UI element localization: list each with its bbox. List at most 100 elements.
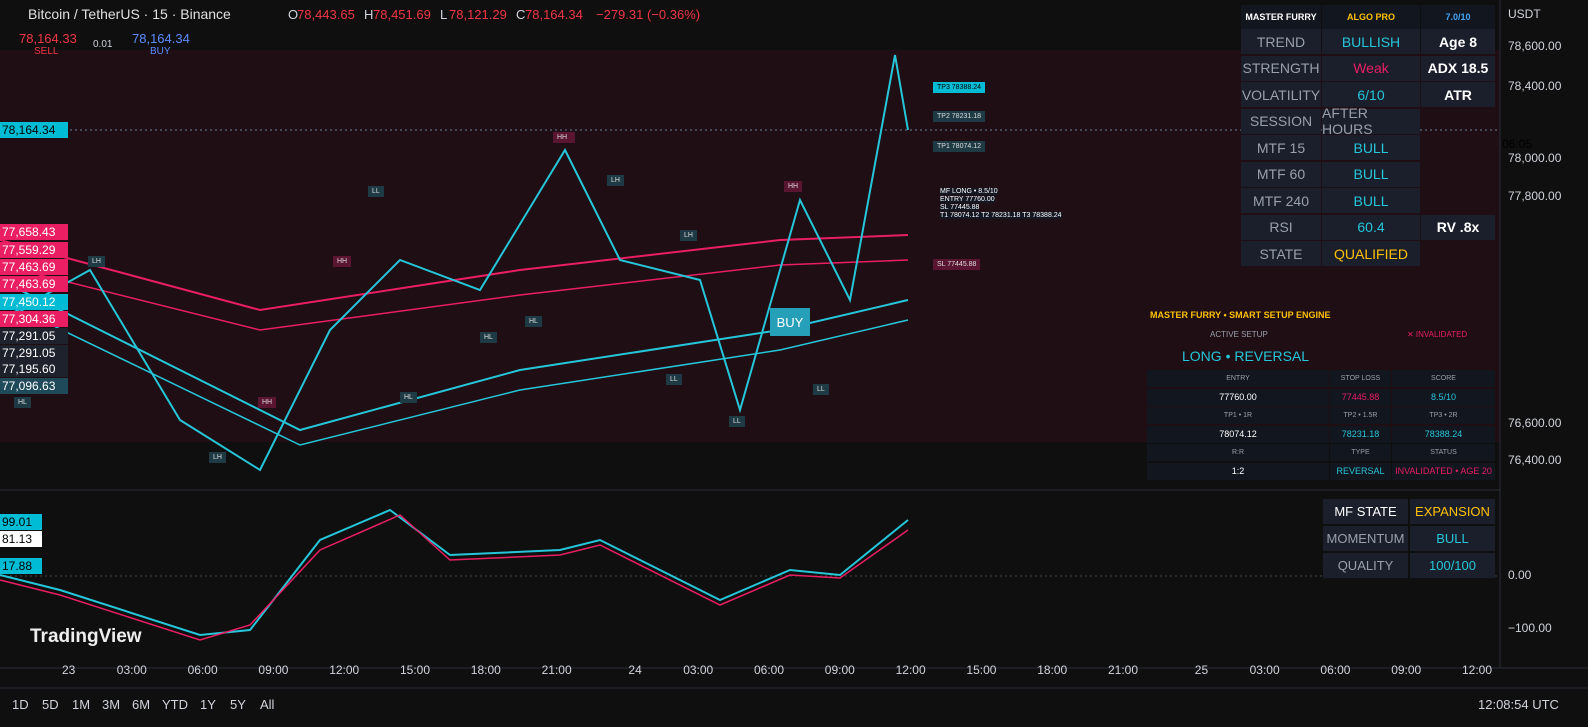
setup-cell: STOP LOSS [1330, 370, 1391, 387]
time-tick: 12:00 [895, 663, 926, 677]
mf-cell: BULL [1410, 526, 1495, 551]
dashboard-cell: BULL [1322, 135, 1420, 160]
target-label: TP3 78388.24 [933, 82, 985, 93]
price-badge: 77,096.63 [0, 378, 68, 394]
dashboard-cell: Weak [1322, 55, 1420, 81]
time-tick: 09:00 [824, 663, 855, 677]
time-tick: 18:00 [1037, 663, 1068, 677]
swing-label: LL [813, 384, 829, 395]
sell-price: 78,164.33 [19, 31, 77, 46]
price-badge: 77,559.29 [0, 242, 68, 258]
dashboard-cell: AFTER HOURS [1322, 105, 1420, 137]
price-tick: 78,400.00 [1508, 79, 1562, 93]
dashboard-cell: STATE [1241, 241, 1321, 266]
price-badge: 77,195.60 [0, 361, 68, 377]
ohlc-value: 78,164.34 [525, 7, 583, 22]
range-button[interactable]: 5D [42, 697, 59, 712]
price-badge: 77,463.69 [0, 276, 68, 292]
range-button[interactable]: 5Y [230, 697, 246, 712]
dashboard-cell: MTF 60 [1241, 161, 1321, 187]
range-button[interactable]: YTD [162, 697, 188, 712]
dashboard-cell: QUALIFIED [1322, 241, 1420, 266]
symbol: Bitcoin / TetherUS · 15 · Binance [28, 6, 231, 22]
time-tick: 23 [62, 663, 76, 677]
oscillator [0, 514, 909, 641]
time-tick: 24 [628, 663, 642, 677]
price-tick: 78,600.00 [1508, 39, 1562, 53]
band [0, 299, 909, 446]
setup-cell: TP1 • 1R [1147, 407, 1329, 424]
time-tick: 12:00 [329, 663, 360, 677]
time-tick: 21:00 [541, 663, 572, 677]
range-button[interactable]: 1Y [200, 697, 216, 712]
dashboard-cell: MTF 15 [1241, 135, 1321, 160]
swing-label: HL [400, 392, 417, 403]
mf-cell: EXPANSION [1410, 499, 1495, 524]
dashboard-cell: BULL [1322, 161, 1420, 187]
setup-title: MASTER FURRY • SMART SETUP ENGINE [1150, 310, 1331, 320]
indicator-badge: 17.88 [0, 558, 42, 574]
indicator-badge: 99.01 [0, 514, 42, 530]
mf-cell: MF STATE [1323, 499, 1408, 524]
price-tick: 78,000.00 [1508, 151, 1562, 165]
mf-cell: MOMENTUM [1323, 526, 1408, 551]
price-badge: 77,304.36 [0, 311, 68, 327]
swing-label: HH [784, 181, 803, 192]
target-label: TP2 78231.18 [933, 111, 985, 122]
dashboard-header: 7.0/10 [1421, 5, 1495, 29]
buy-price: 78,164.34 [132, 31, 190, 46]
mf-cell: QUALITY [1323, 553, 1408, 578]
setup-cell: 78388.24 [1392, 425, 1495, 443]
ohlc-value: 78,443.65 [297, 7, 355, 22]
price-tick: 77,800.00 [1508, 189, 1562, 203]
signal-text: T1 78074.12 T2 78231.18 T3 78388.24 [940, 212, 1062, 219]
oscillator [0, 508, 909, 637]
dashboard-cell: SESSION [1241, 108, 1321, 134]
price-badge: 77,450.12 [0, 294, 68, 310]
range-button[interactable]: 1D [12, 697, 29, 712]
range-button[interactable]: 6M [132, 697, 151, 712]
swing-label: HL [14, 397, 31, 408]
time-tick: 18:00 [470, 663, 501, 677]
dashboard-cell: RV .8x [1421, 214, 1495, 240]
currency: USDT [1508, 7, 1541, 21]
band [0, 259, 909, 331]
buy-signal: BUY [770, 308, 810, 336]
mf-cell: 100/100 [1410, 553, 1495, 578]
swing-label: LH [607, 175, 624, 186]
range-button[interactable]: 3M [102, 697, 121, 712]
time-tick: 03:00 [1249, 663, 1280, 677]
buy-label: BUY [150, 46, 171, 57]
time-tick: 15:00 [966, 663, 997, 677]
band [0, 279, 909, 432]
swing-label: HH [333, 256, 352, 267]
dashboard-cell: 60.4 [1322, 214, 1420, 240]
ohlc-label: O [288, 7, 299, 22]
range-button[interactable]: All [260, 697, 275, 712]
range-button[interactable]: 1M [72, 697, 91, 712]
sell-label: SELL [34, 46, 59, 57]
setup-cell: REVERSAL [1330, 462, 1391, 480]
setup-caption: ACTIVE SETUP [1210, 330, 1268, 339]
dashboard-header: ALGO PRO [1322, 5, 1420, 29]
clock: 12:08:54 UTC [1478, 697, 1559, 712]
setup-cell: TP3 • 2R [1392, 407, 1495, 424]
time-tick: 21:00 [1108, 663, 1139, 677]
setup-cell: TYPE [1330, 444, 1391, 461]
swing-label: LH [680, 230, 697, 241]
dashboard-cell: RSI [1241, 214, 1321, 240]
swing-label: LH [209, 452, 226, 463]
setup-cell: TP2 • 1.5R [1330, 407, 1391, 424]
dashboard-cell: BULL [1322, 188, 1420, 213]
ohlc-label: C [516, 7, 526, 22]
time-tick: 06:00 [754, 663, 785, 677]
dashboard-cell: VOLATILITY [1241, 82, 1321, 107]
time-tick: 09:00 [1391, 663, 1422, 677]
swing-label: HL [525, 316, 542, 327]
signal-text: MF LONG • 8.5/10 [940, 188, 998, 195]
price-tick: 76,400.00 [1508, 453, 1562, 467]
setup-cell: 8.5/10 [1392, 388, 1495, 406]
time-tick: 06:00 [187, 663, 218, 677]
swing-label: LL [666, 374, 682, 385]
ohlc-label: L [440, 7, 448, 22]
